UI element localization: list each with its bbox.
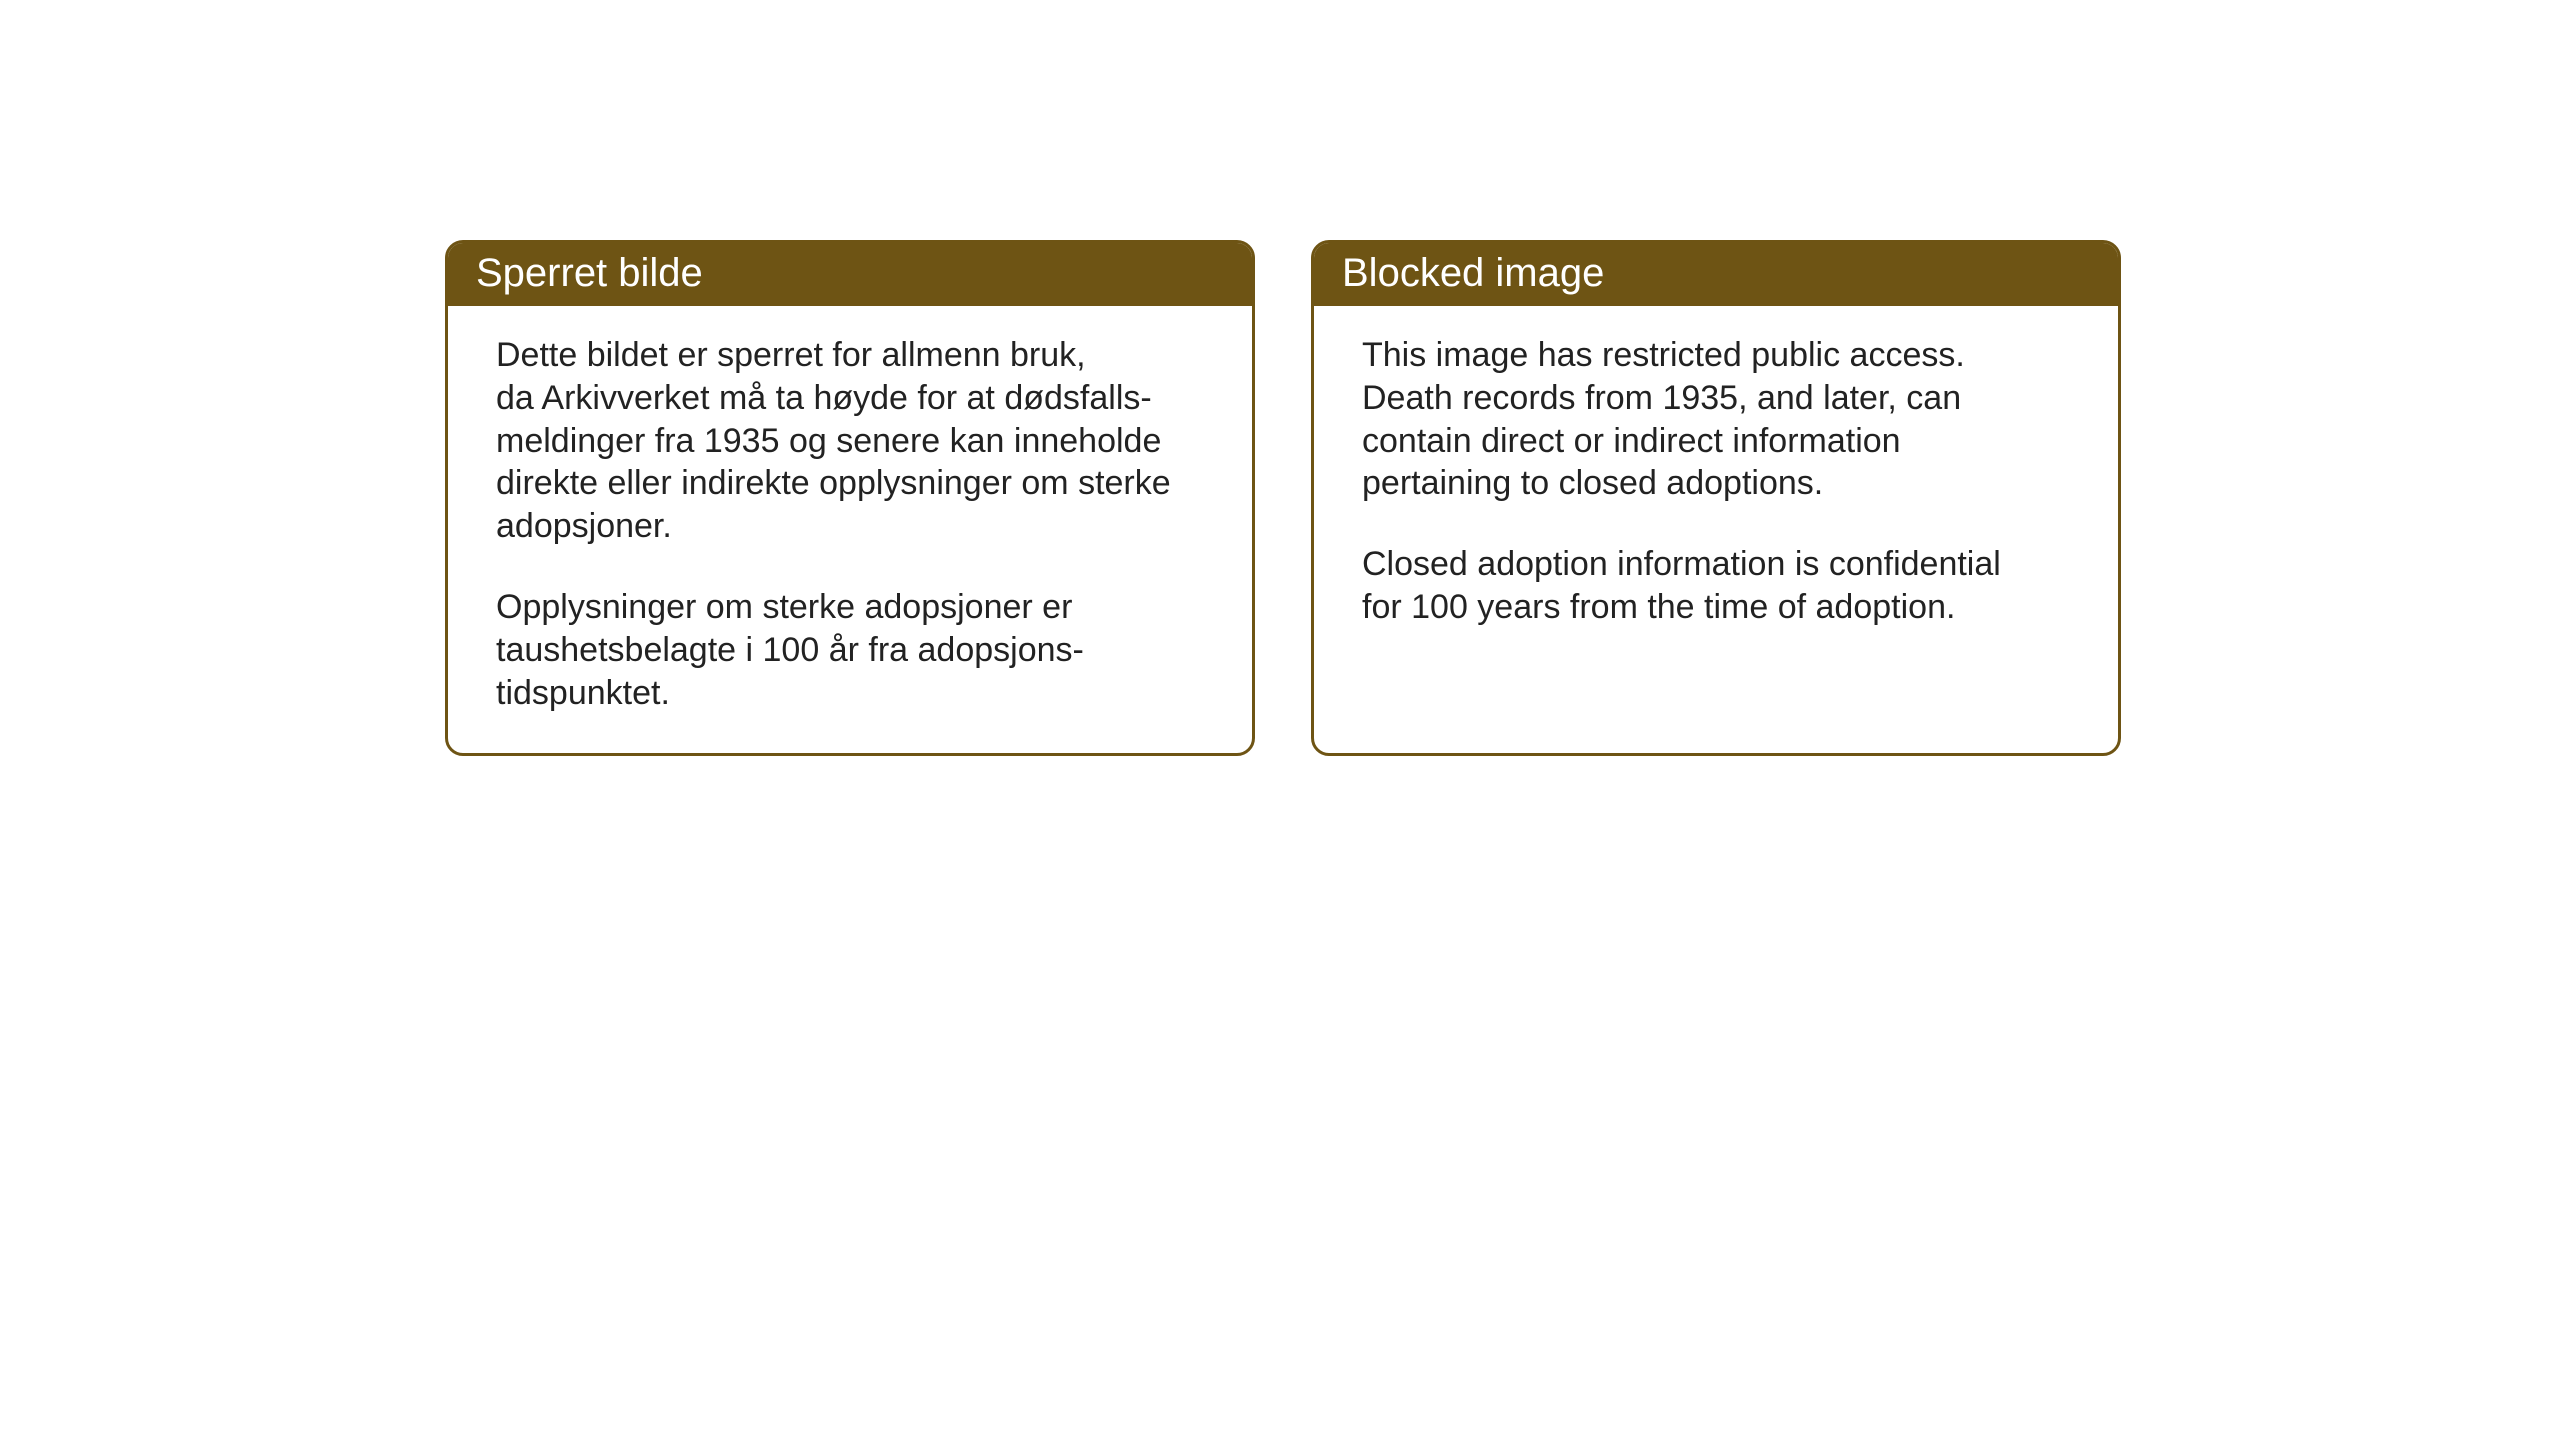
notice-paragraph-2-english: Closed adoption information is confident… [1362,543,2080,629]
notice-text: meldinger fra 1935 og senere kan innehol… [496,422,1161,460]
notice-text: Closed adoption information is confident… [1362,545,2001,583]
notice-paragraph-2-norwegian: Opplysninger om sterke adopsjoner er tau… [496,586,1214,714]
notice-text: pertaining to closed adoptions. [1362,464,1823,502]
notice-paragraph-1-norwegian: Dette bildet er sperret for allmenn bruk… [496,334,1214,548]
notice-card-norwegian: Sperret bilde Dette bildet er sperret fo… [445,240,1255,756]
notice-text: adopsjoner. [496,507,672,545]
notice-text: Opplysninger om sterke adopsjoner er [496,588,1072,626]
notice-text: This image has restricted public access. [1362,336,1965,374]
notice-text: tidspunktet. [496,674,670,712]
notice-title-norwegian: Sperret bilde [448,243,1252,306]
notice-body-norwegian: Dette bildet er sperret for allmenn bruk… [448,306,1252,753]
notice-container: Sperret bilde Dette bildet er sperret fo… [445,240,2121,756]
notice-body-english: This image has restricted public access.… [1314,306,2118,746]
notice-paragraph-1-english: This image has restricted public access.… [1362,334,2080,505]
notice-card-english: Blocked image This image has restricted … [1311,240,2121,756]
notice-text: Dette bildet er sperret for allmenn bruk… [496,336,1086,374]
notice-text: contain direct or indirect information [1362,422,1901,460]
notice-text: da Arkivverket må ta høyde for at dødsfa… [496,379,1152,417]
notice-text: for 100 years from the time of adoption. [1362,588,1955,626]
notice-text: Death records from 1935, and later, can [1362,379,1961,417]
notice-title-english: Blocked image [1314,243,2118,306]
notice-text: direkte eller indirekte opplysninger om … [496,464,1171,502]
notice-text: taushetsbelagte i 100 år fra adopsjons- [496,631,1084,669]
